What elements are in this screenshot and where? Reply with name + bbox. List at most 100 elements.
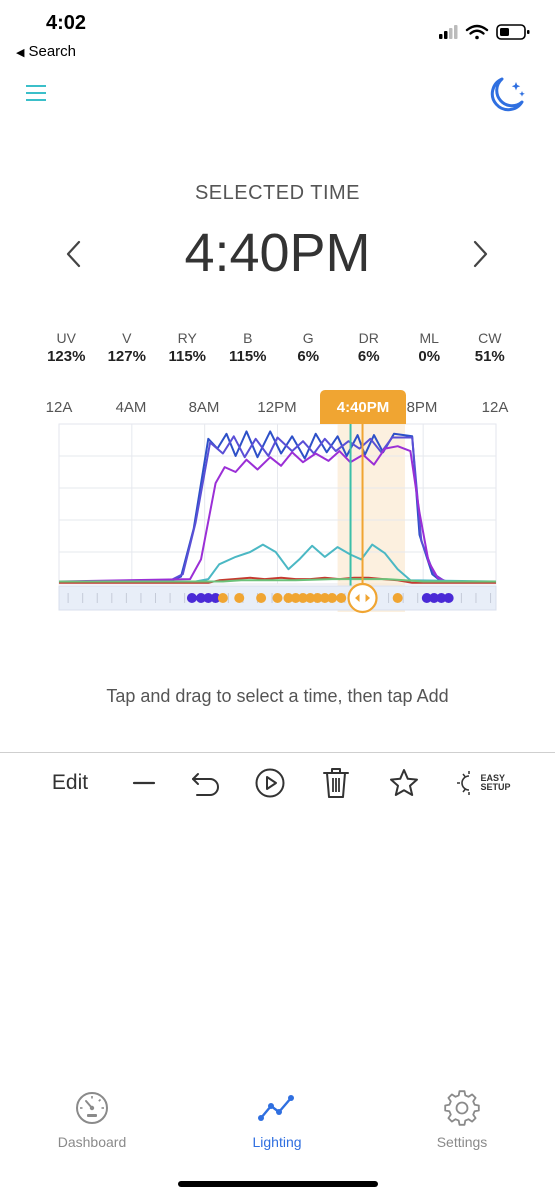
- cellular-signal-icon: [439, 25, 458, 39]
- instruction-hint: Tap and drag to select a time, then tap …: [106, 686, 449, 706]
- series-line-3: [58, 445, 496, 583]
- channel-uv: UV 123%: [36, 330, 97, 365]
- remove-point-button[interactable]: [124, 760, 164, 806]
- channel-name: UV: [56, 330, 76, 346]
- schedule-point-marker: [217, 593, 228, 603]
- series-line-4: [59, 543, 497, 583]
- schedule-point-marker: [327, 593, 338, 603]
- channel-name: DR: [358, 330, 379, 346]
- edit-button[interactable]: Edit: [40, 760, 100, 806]
- undo-icon: [192, 773, 219, 796]
- play-preview-button[interactable]: [248, 760, 292, 806]
- undo-button[interactable]: [184, 760, 228, 806]
- minus-icon: [132, 781, 156, 785]
- schedule-point-marker: [429, 593, 440, 603]
- edit-label: Edit: [51, 771, 89, 794]
- star-icon: [390, 769, 418, 796]
- status-icons: [439, 24, 530, 40]
- next-time-chevron-icon[interactable]: [470, 236, 492, 272]
- wifi-icon: [465, 24, 489, 40]
- menu-icon[interactable]: [25, 84, 47, 102]
- channel-name: V: [122, 330, 132, 346]
- channel-value: 0%: [418, 348, 441, 365]
- easy-setup-label: EASY SETUP: [480, 774, 510, 792]
- lighting-schedule-chart[interactable]: [0, 0, 555, 640]
- channel-b: B 115%: [218, 330, 279, 365]
- previous-time-chevron-icon[interactable]: [62, 236, 84, 272]
- tab-dashboard[interactable]: Dashboard: [22, 1090, 162, 1150]
- schedule-point-marker: [297, 593, 308, 603]
- lighting-graph-icon: [258, 1095, 294, 1121]
- channel-value: 115%: [228, 348, 267, 365]
- schedule-point-marker: [283, 593, 294, 603]
- divider: [0, 752, 555, 753]
- channel-ml: ML 0%: [399, 330, 460, 365]
- schedule-point-marker: [290, 593, 301, 603]
- channel-value: 115%: [168, 348, 207, 365]
- easy-setup-line2: SETUP: [480, 782, 511, 792]
- night-mode-moon-icon[interactable]: [486, 76, 528, 114]
- home-indicator: [178, 1181, 378, 1187]
- selected-time-label: SELECTED TIME: [194, 182, 361, 204]
- channel-name: G: [302, 330, 314, 346]
- schedule-point-marker: [305, 593, 316, 603]
- favorite-button[interactable]: [382, 760, 426, 806]
- schedule-point-marker: [436, 593, 447, 603]
- dashboard-gauge-icon: [76, 1092, 108, 1124]
- tab-label: Dashboard: [57, 1134, 127, 1150]
- schedule-point-marker: [186, 593, 197, 603]
- schedule-point-marker: [196, 593, 207, 603]
- delete-button[interactable]: [314, 760, 358, 806]
- play-circle-icon: [255, 768, 285, 798]
- schedule-point-marker: [319, 593, 330, 603]
- schedule-point-marker: [443, 593, 454, 603]
- timeline-axis: 12A 4AM 8AM 12PM 8PM 12A: [30, 399, 530, 419]
- channel-value: 127%: [107, 348, 146, 365]
- channel-name: B: [243, 330, 253, 346]
- handle-left-arrow-icon: [355, 594, 360, 602]
- time-tick-label: 12A: [481, 399, 509, 416]
- channel-name: ML: [419, 330, 439, 346]
- easy-setup-sun-icon: [457, 771, 471, 795]
- back-to-search-link[interactable]: ◀ Search: [16, 43, 76, 60]
- channel-values: UV 123% V 127% RY 115% B 115% G 6% DR 6% ML 0% …: [36, 330, 520, 365]
- trash-icon: [323, 768, 349, 798]
- handle-right-arrow-icon: [365, 594, 371, 602]
- tab-label: Settings: [436, 1134, 488, 1150]
- channel-name: RY: [177, 330, 197, 346]
- channel-g: G 6%: [278, 330, 339, 365]
- time-tick-label: 8PM: [406, 399, 438, 416]
- tab-lighting[interactable]: Lighting: [207, 1090, 347, 1150]
- channel-dr: DR 6%: [339, 330, 400, 365]
- status-time: 4:02: [46, 12, 87, 34]
- tab-settings[interactable]: Settings: [392, 1090, 532, 1150]
- channel-ry: RY 115%: [157, 330, 218, 365]
- schedule-point-marker: [210, 593, 221, 603]
- schedule-point-marker: [203, 593, 214, 603]
- time-tick-label: 4AM: [115, 399, 147, 416]
- selected-time-badge[interactable]: 4:40PM: [320, 390, 406, 424]
- channel-value: 6%: [357, 348, 380, 365]
- easy-setup-button[interactable]: EASY SETUP: [448, 760, 518, 806]
- schedule-point-marker: [256, 593, 267, 603]
- time-drag-handle: [347, 582, 378, 614]
- schedule-point-marker: [312, 593, 323, 603]
- time-tick-label: 8AM: [188, 399, 220, 416]
- back-triangle-icon: ◀: [16, 47, 25, 59]
- time-tick-label: 12PM: [257, 399, 297, 416]
- schedule-point-marker: [272, 593, 283, 603]
- bottom-tab-bar: Dashboard Lighting Settings: [0, 1090, 555, 1160]
- channel-value: 123%: [47, 348, 86, 365]
- tab-label: Lighting: [252, 1134, 302, 1150]
- schedule-point-marker: [392, 593, 403, 603]
- channel-name: CW: [478, 330, 502, 346]
- schedule-point-marker: [421, 593, 432, 603]
- series-line-6: [59, 578, 496, 583]
- channel-value: 6%: [297, 348, 320, 365]
- schedule-point-marker: [336, 593, 347, 603]
- schedule-point-marker: [234, 593, 245, 603]
- time-tick-label: 12A: [45, 399, 73, 416]
- channel-cw: CW 51%: [460, 330, 521, 365]
- selected-time-value: 4:40PM: [184, 223, 371, 283]
- channel-v: V 127%: [97, 330, 158, 365]
